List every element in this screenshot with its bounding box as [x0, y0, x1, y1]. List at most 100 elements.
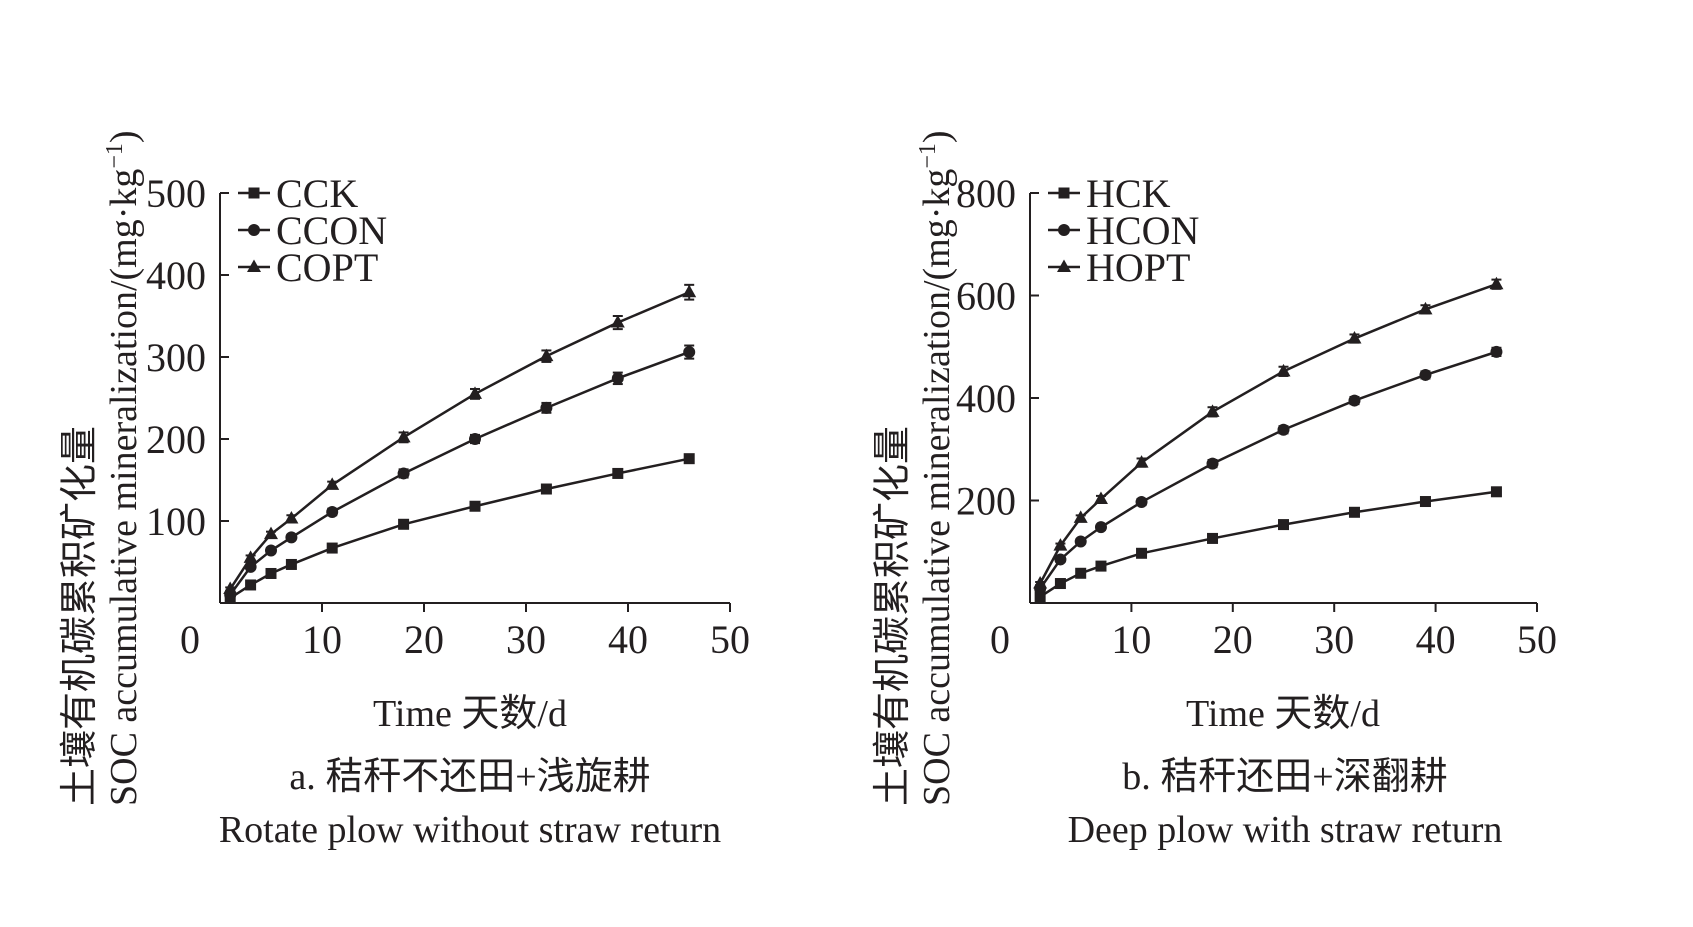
y-axis-label-en: SOC accumulative mineralization/(mg·kg−1…: [915, 130, 958, 806]
y-tick-label: 800: [956, 171, 1016, 216]
x-tick-label: 30: [506, 617, 546, 662]
x-tick-label: 0: [180, 617, 200, 662]
caption-en: Deep plow with straw return: [1068, 809, 1503, 851]
data-point: [1205, 404, 1220, 417]
y-tick-label: 300: [146, 335, 206, 380]
data-point: [468, 386, 482, 399]
data-point: [1136, 547, 1148, 559]
y-axis-label: 土壤有机碳累积矿化量 SOC accumulative mineralizatio…: [59, 130, 145, 806]
series-line: [1039, 350, 1497, 590]
legend-label: COPT: [276, 245, 378, 290]
data-point: [540, 401, 553, 414]
x-tick-label: 10: [302, 617, 342, 662]
data-point: [1054, 578, 1066, 590]
y-tick-label: 600: [956, 274, 1016, 319]
x-tick-label: 20: [1213, 617, 1253, 662]
data-point: [1418, 301, 1433, 315]
y-axis-label-sup: −1: [102, 143, 128, 169]
data-point: [325, 477, 340, 490]
data-point: [1074, 535, 1087, 548]
x-tick-label: 50: [710, 617, 750, 662]
data-point: [1135, 496, 1148, 509]
series-CCON: [224, 344, 696, 601]
data-point: [1094, 521, 1107, 534]
y-axis-label-en: SOC accumulative mineralization/(mg·kg−1…: [102, 130, 145, 806]
data-point: [1489, 276, 1504, 290]
x-tick-label: 40: [608, 617, 648, 662]
data-point: [1053, 538, 1068, 551]
data-point: [1490, 345, 1503, 358]
data-point: [1277, 423, 1290, 436]
data-point: [1348, 394, 1361, 407]
x-tick-label: 40: [1416, 617, 1456, 662]
caption-cn: b. 秸秆还田+深翻耕: [1122, 756, 1447, 798]
data-point: [1419, 368, 1432, 381]
data-point: [469, 433, 481, 445]
data-point: [326, 505, 339, 518]
y-axis-label-en-main: SOC accumulative mineralization/(mg·kg: [916, 169, 958, 806]
data-point: [398, 518, 410, 530]
data-point: [1075, 567, 1087, 579]
legend-marker: [1057, 259, 1071, 272]
data-point: [265, 544, 277, 557]
data-point: [1207, 532, 1219, 544]
data-point: [469, 500, 481, 512]
legend-marker: [247, 259, 261, 272]
data-point: [610, 315, 625, 328]
y-tick-label: 500: [146, 171, 206, 216]
data-point: [1276, 363, 1291, 377]
data-point: [682, 284, 697, 298]
data-point: [540, 483, 552, 495]
y-axis-label-en-main: SOC accumulative mineralization/(mg·kg: [103, 169, 145, 806]
legend-marker: [248, 187, 260, 199]
y-axis-label-sup: −1: [915, 143, 941, 169]
legend-label: CCK: [276, 171, 358, 216]
data-point: [285, 558, 297, 570]
data-point: [612, 467, 624, 479]
data-point: [285, 531, 298, 544]
legend-label: CCON: [276, 208, 387, 253]
x-tick-label: 50: [1517, 617, 1557, 662]
series-HOPT: [1033, 276, 1504, 589]
data-point: [1073, 510, 1088, 523]
legend-marker: [1058, 187, 1070, 199]
y-tick-label: 200: [146, 417, 206, 462]
series-line: [1039, 490, 1497, 598]
series-HCON: [1034, 345, 1503, 595]
x-tick-label: 0: [990, 617, 1010, 662]
y-tick-label: 100: [146, 499, 206, 544]
data-point: [1054, 553, 1067, 566]
data-point: [1034, 591, 1046, 603]
legend-label: HCK: [1086, 171, 1171, 216]
y-axis-label-close: ): [103, 130, 145, 143]
data-point: [397, 467, 410, 480]
y-axis-label: 土壤有机碳累积矿化量 SOC accumulative mineralizatio…: [872, 130, 958, 806]
series-CCK: [224, 453, 695, 604]
caption-cn: a. 秸秆不还田+浅旋耕: [289, 756, 650, 798]
x-tick-label: 10: [1111, 617, 1151, 662]
series-line: [229, 457, 690, 600]
data-point: [264, 526, 278, 540]
y-tick-label: 400: [146, 253, 206, 298]
series-HCK: [1034, 486, 1502, 603]
y-axis-label-close: ): [916, 130, 958, 143]
data-point: [326, 542, 338, 554]
data-point: [265, 567, 277, 579]
data-point: [1033, 576, 1048, 589]
y-axis-label-cn: 土壤有机碳累积矿化量: [59, 426, 101, 806]
data-point: [396, 429, 411, 443]
legend-marker: [248, 224, 260, 236]
x-tick-label: 20: [404, 617, 444, 662]
data-point: [1490, 486, 1502, 498]
legend-label: HOPT: [1086, 245, 1190, 290]
data-point: [683, 346, 696, 359]
data-point: [245, 579, 257, 591]
data-point: [611, 372, 624, 385]
series-COPT: [223, 283, 697, 595]
data-point: [223, 581, 238, 595]
data-point: [1348, 506, 1360, 518]
series-line: [229, 350, 690, 596]
data-point: [1278, 519, 1289, 531]
